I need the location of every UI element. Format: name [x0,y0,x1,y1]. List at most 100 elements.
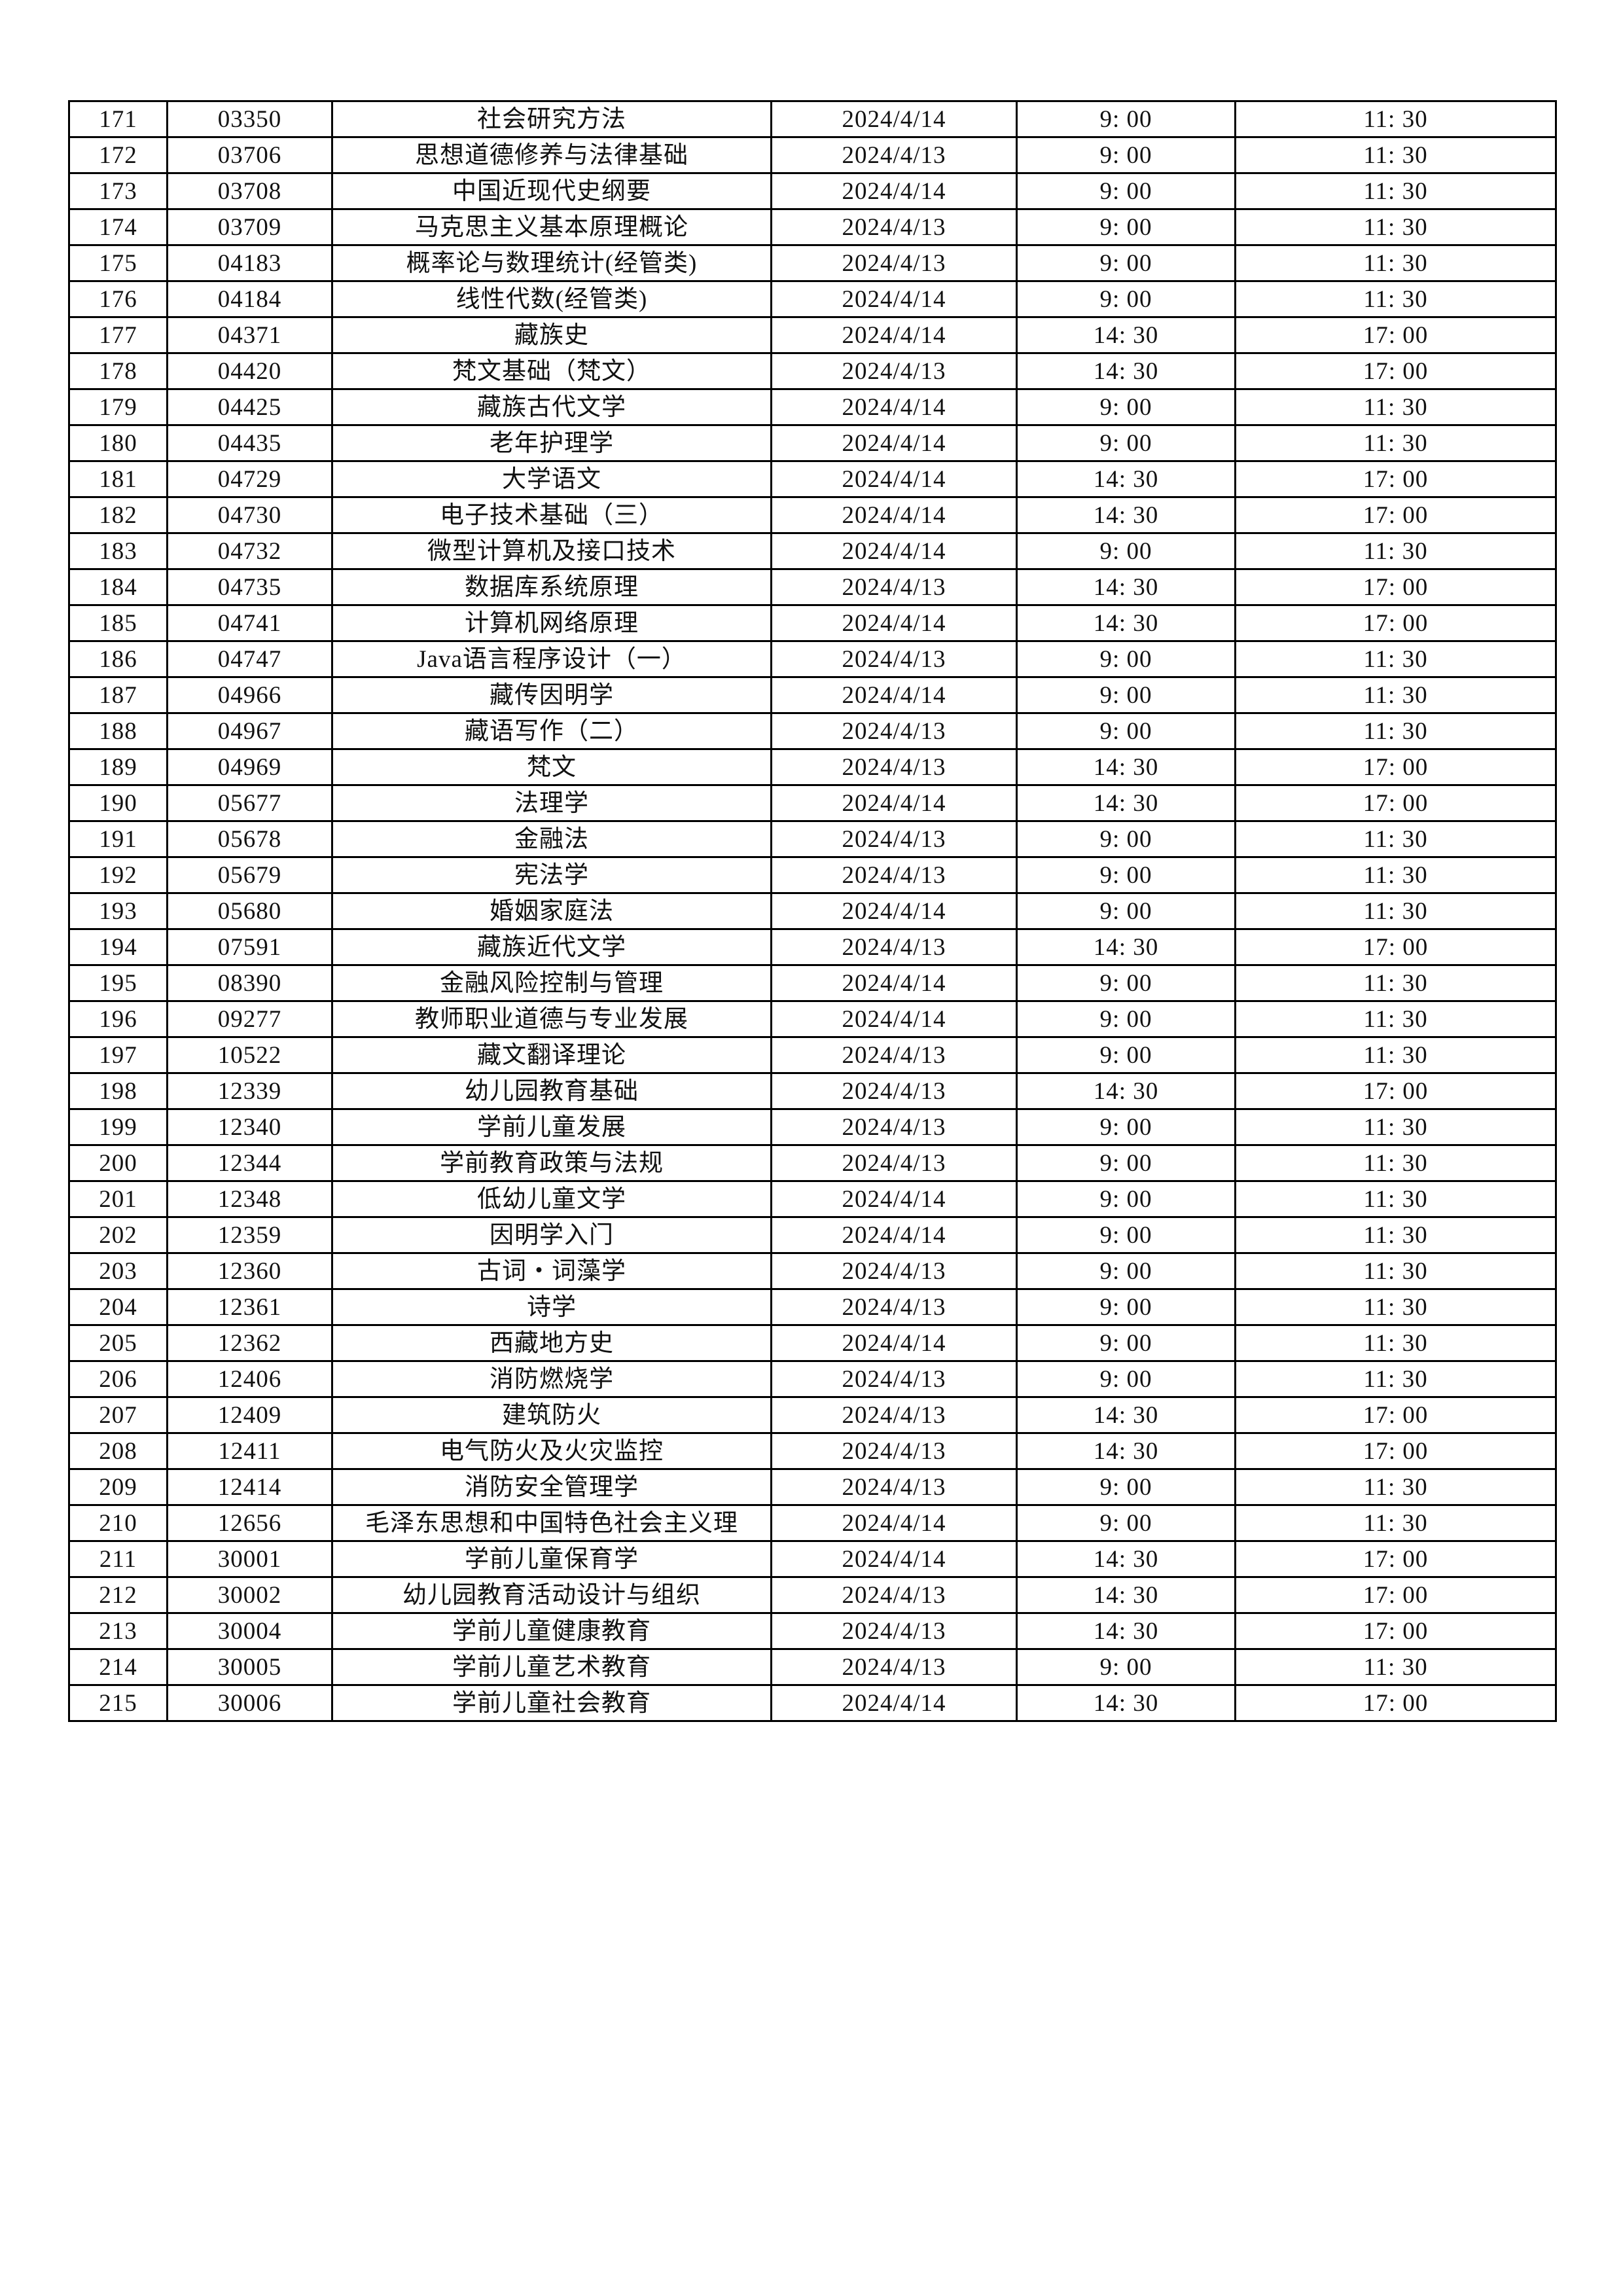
exam-date: 2024/4/13 [770,1576,1018,1614]
course-name: 藏语写作（二） [331,712,772,750]
start-time: 14: 30 [1016,1432,1236,1470]
table-row: 197 10522 藏文翻译理论 2024/4/13 9: 00 11: 30 [68,1036,1557,1074]
course-name: 梵文基础（梵文） [331,352,772,390]
course-code: 12359 [166,1216,333,1254]
start-time: 9: 00 [1016,100,1236,138]
start-time: 9: 00 [1016,172,1236,210]
course-name: 藏文翻译理论 [331,1036,772,1074]
course-name: 消防安全管理学 [331,1468,772,1506]
course-name: 电气防火及火灾监控 [331,1432,772,1470]
course-code: 12414 [166,1468,333,1506]
row-number: 179 [68,388,168,426]
table-row: 184 04735 数据库系统原理 2024/4/13 14: 30 17: 00 [68,568,1557,606]
row-number: 203 [68,1252,168,1290]
end-time: 11: 30 [1234,1360,1557,1398]
exam-date: 2024/4/13 [770,1396,1018,1434]
end-time: 11: 30 [1234,424,1557,462]
start-time: 9: 00 [1016,424,1236,462]
course-code: 04183 [166,244,333,282]
course-name: 梵文 [331,748,772,786]
start-time: 9: 00 [1016,640,1236,678]
end-time: 11: 30 [1234,532,1557,570]
course-code: 04435 [166,424,333,462]
row-number: 192 [68,856,168,894]
end-time: 11: 30 [1234,388,1557,426]
end-time: 11: 30 [1234,1144,1557,1182]
course-code: 04184 [166,280,333,318]
end-time: 11: 30 [1234,892,1557,930]
end-time: 11: 30 [1234,1216,1557,1254]
course-code: 12348 [166,1180,333,1218]
end-time: 11: 30 [1234,1108,1557,1146]
course-code: 03350 [166,100,333,138]
course-name: 法理学 [331,784,772,822]
table-row: 171 03350 社会研究方法 2024/4/14 9: 00 11: 30 [68,100,1557,138]
exam-date: 2024/4/14 [770,1684,1018,1722]
table-body: 171 03350 社会研究方法 2024/4/14 9: 00 11: 30 172 037… [68,100,1557,1722]
exam-date: 2024/4/13 [770,712,1018,750]
course-code: 04741 [166,604,333,642]
course-code: 30002 [166,1576,333,1614]
row-number: 174 [68,208,168,246]
table-row: 214 30005 学前儿童艺术教育 2024/4/13 9: 00 11: 30 [68,1648,1557,1686]
course-code: 04425 [166,388,333,426]
exam-date: 2024/4/13 [770,820,1018,858]
row-number: 204 [68,1288,168,1326]
table-row: 178 04420 梵文基础（梵文） 2024/4/13 14: 30 17: 00 [68,352,1557,390]
course-name: 学前儿童艺术教育 [331,1648,772,1686]
course-name: 消防燃烧学 [331,1360,772,1398]
exam-date: 2024/4/14 [770,964,1018,1002]
course-name: 婚姻家庭法 [331,892,772,930]
end-time: 11: 30 [1234,964,1557,1002]
course-name: 计算机网络原理 [331,604,772,642]
course-code: 30005 [166,1648,333,1686]
start-time: 14: 30 [1016,460,1236,498]
course-code: 12340 [166,1108,333,1146]
course-code: 03706 [166,136,333,174]
exam-date: 2024/4/14 [770,892,1018,930]
start-time: 14: 30 [1016,1684,1236,1722]
row-number: 200 [68,1144,168,1182]
end-time: 17: 00 [1234,784,1557,822]
row-number: 187 [68,676,168,714]
table-row: 203 12360 古词・词藻学 2024/4/13 9: 00 11: 30 [68,1252,1557,1290]
course-code: 04371 [166,316,333,354]
exam-date: 2024/4/13 [770,136,1018,174]
exam-date: 2024/4/13 [770,352,1018,390]
table-row: 209 12414 消防安全管理学 2024/4/13 9: 00 11: 30 [68,1468,1557,1506]
row-number: 176 [68,280,168,318]
course-code: 04732 [166,532,333,570]
table-row: 180 04435 老年护理学 2024/4/14 9: 00 11: 30 [68,424,1557,462]
table-row: 179 04425 藏族古代文学 2024/4/14 9: 00 11: 30 [68,388,1557,426]
end-time: 17: 00 [1234,1576,1557,1614]
start-time: 9: 00 [1016,208,1236,246]
end-time: 11: 30 [1234,100,1557,138]
course-name: 低幼儿童文学 [331,1180,772,1218]
exam-date: 2024/4/13 [770,208,1018,246]
course-name: 建筑防火 [331,1396,772,1434]
course-code: 08390 [166,964,333,1002]
course-name: 社会研究方法 [331,100,772,138]
table-row: 193 05680 婚姻家庭法 2024/4/14 9: 00 11: 30 [68,892,1557,930]
end-time: 17: 00 [1234,352,1557,390]
course-code: 30006 [166,1684,333,1722]
row-number: 172 [68,136,168,174]
course-name: 马克思主义基本原理概论 [331,208,772,246]
table-row: 177 04371 藏族史 2024/4/14 14: 30 17: 00 [68,316,1557,354]
course-name: 教师职业道德与专业发展 [331,1000,772,1038]
table-row: 195 08390 金融风险控制与管理 2024/4/14 9: 00 11: 30 [68,964,1557,1002]
course-code: 30004 [166,1612,333,1650]
end-time: 11: 30 [1234,1000,1557,1038]
course-name: 大学语文 [331,460,772,498]
exam-date: 2024/4/14 [770,172,1018,210]
course-name: 藏族近代文学 [331,928,772,966]
exam-date: 2024/4/14 [770,424,1018,462]
row-number: 175 [68,244,168,282]
exam-date: 2024/4/14 [770,532,1018,570]
exam-date: 2024/4/14 [770,316,1018,354]
start-time: 9: 00 [1016,1108,1236,1146]
course-code: 10522 [166,1036,333,1074]
end-time: 11: 30 [1234,676,1557,714]
table-row: 207 12409 建筑防火 2024/4/13 14: 30 17: 00 [68,1396,1557,1434]
course-name: 学前儿童发展 [331,1108,772,1146]
